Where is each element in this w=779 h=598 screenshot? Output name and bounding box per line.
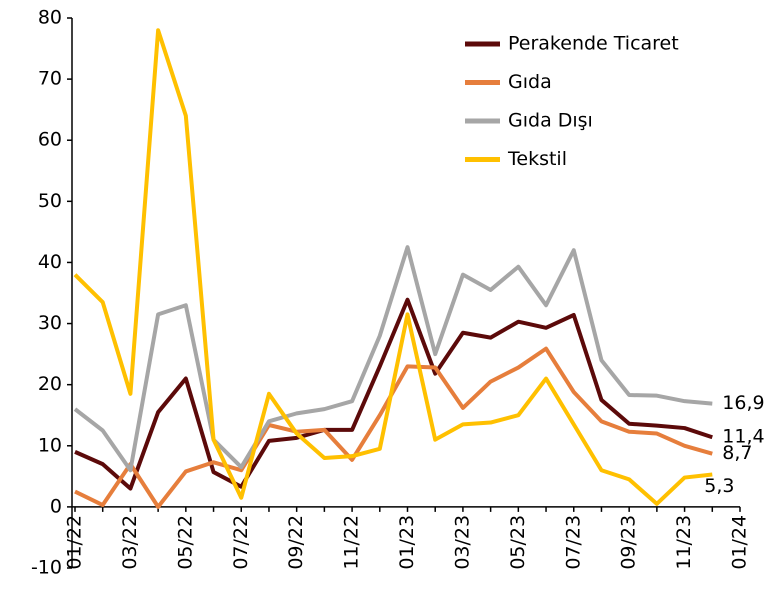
y-tick-label: -10 <box>31 557 62 579</box>
y-tick-label: 60 <box>38 129 62 151</box>
x-tick-label: 07/22 <box>230 515 252 570</box>
x-tick-label: 01/22 <box>64 515 86 570</box>
x-tick-label: 03/22 <box>119 515 141 570</box>
data-label: 8,7 <box>722 442 752 464</box>
x-tick-label: 03/23 <box>451 515 473 570</box>
data-label: 5,3 <box>704 475 734 497</box>
y-tick-label: 40 <box>38 251 62 273</box>
y-tick-label: 70 <box>38 68 62 90</box>
x-tick-label: 05/22 <box>174 515 196 570</box>
series-line <box>73 28 713 506</box>
y-tick-label: 20 <box>38 373 62 395</box>
legend-label: Tekstil <box>507 148 567 170</box>
x-tick-label: 11/22 <box>341 515 363 570</box>
y-tick-label: 80 <box>38 7 62 29</box>
y-tick-label: 50 <box>38 190 62 212</box>
series-line <box>74 297 713 491</box>
y-tick-label: 0 <box>50 495 62 517</box>
legend-label: Gıda Dışı <box>508 110 593 132</box>
legend-label: Gıda <box>508 71 552 93</box>
x-tick-label: 01/24 <box>729 515 751 570</box>
x-tick-label: 09/23 <box>618 515 640 570</box>
y-tick-label: 10 <box>38 434 62 456</box>
series-line <box>73 245 713 473</box>
legend-label: Perakende Ticaret <box>508 33 679 55</box>
x-tick-label: 07/23 <box>562 515 584 570</box>
x-tick-label: 11/23 <box>673 515 695 570</box>
x-tick-label: 09/22 <box>285 515 307 570</box>
data-label: 11,4 <box>722 426 764 448</box>
data-label: 16,9 <box>722 392 764 414</box>
y-tick-label: 30 <box>38 312 62 334</box>
x-tick-label: 05/23 <box>507 515 529 570</box>
x-tick-label: 01/23 <box>396 515 418 570</box>
